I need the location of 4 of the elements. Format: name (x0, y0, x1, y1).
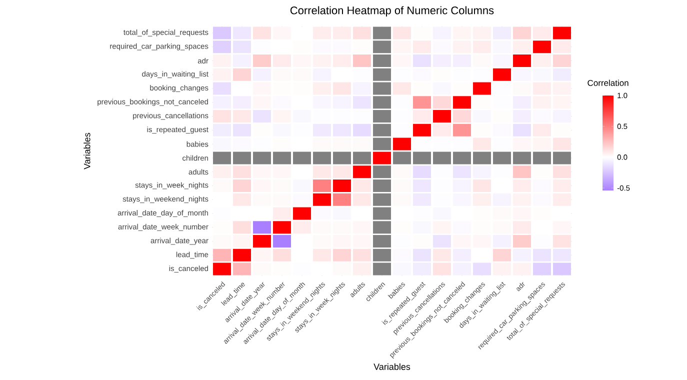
y-axis-title: Variables (84, 132, 90, 170)
color-bar-title: Correlation (588, 80, 628, 86)
chart-title: Correlation Heatmap of Numeric Columns (290, 6, 494, 16)
x-axis-title: Variables (374, 363, 410, 370)
